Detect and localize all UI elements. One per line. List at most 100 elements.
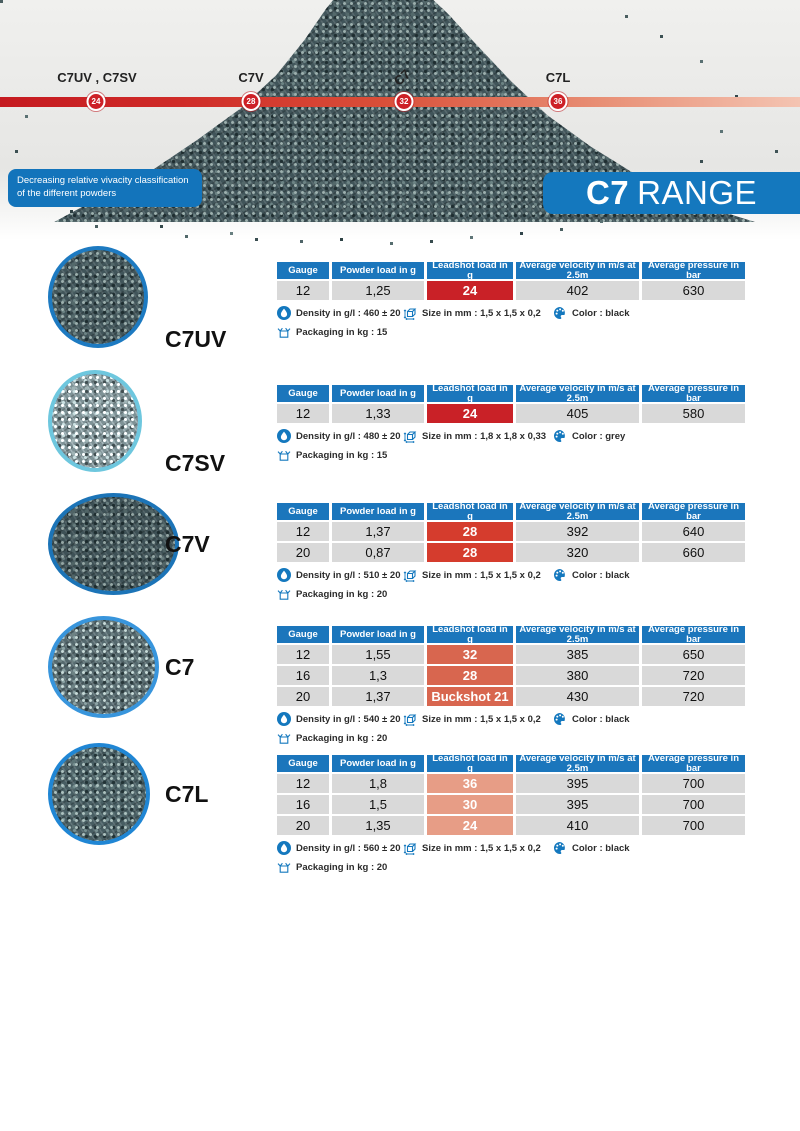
- density-icon: [277, 841, 291, 855]
- packaging-text: Packaging in kg : 20: [296, 861, 388, 873]
- data-cell: 12: [277, 281, 329, 300]
- vivacity-note-line1: Decreasing relative vivacity classificat…: [17, 175, 189, 186]
- size-icon: [403, 714, 416, 726]
- size-text: Size in mm : 1,5 x 1,5 x 0,2: [422, 569, 541, 581]
- data-cell: 1,55: [332, 645, 424, 664]
- data-cell: 1,37: [332, 522, 424, 541]
- data-cell: 640: [642, 522, 745, 541]
- product-section-c7: C7 Gauge Powder load in g Leadshot load in…: [0, 616, 800, 756]
- leadshot-cell: 28: [427, 543, 513, 562]
- product-name: C7UV: [165, 326, 227, 352]
- size-text: Size in mm : 1,5 x 1,5 x 0,2: [422, 307, 541, 319]
- product-section-c7l: C7L Gauge Powder load in g Leadshot load i…: [0, 743, 800, 883]
- data-cell: 1,8: [332, 774, 424, 793]
- packaging-text: Packaging in kg : 20: [296, 732, 388, 744]
- data-cell: 580: [642, 404, 745, 423]
- spec-details: Density in g/l : 540 ± 20 Size in mm : 1…: [277, 712, 747, 726]
- data-cell: 650: [642, 645, 745, 664]
- leadshot-cell: 24: [427, 404, 513, 423]
- column-header: Leadshot load in g: [427, 501, 513, 521]
- size-text: Size in mm : 1,5 x 1,5 x 0,2: [422, 713, 541, 725]
- column-header: Gauge: [277, 755, 329, 772]
- data-cell: 20: [277, 543, 329, 562]
- leadshot-cell: 24: [427, 816, 513, 835]
- column-header: Powder load in g: [332, 385, 424, 402]
- product-photo: [48, 743, 150, 845]
- size-text: Size in mm : 1,5 x 1,5 x 0,2: [422, 842, 541, 854]
- density-icon: [277, 568, 291, 582]
- color-icon: [554, 430, 565, 442]
- data-cell: 395: [516, 774, 639, 793]
- data-cell: 0,87: [332, 543, 424, 562]
- data-cell: 720: [642, 687, 745, 706]
- density-text: Density in g/l : 540 ± 20: [296, 713, 401, 725]
- vivacity-note-line2: of the different powders: [17, 187, 117, 199]
- packaging-row: Packaging in kg : 20: [277, 587, 747, 601]
- data-cell: 630: [642, 281, 745, 300]
- packaging-text: Packaging in kg : 15: [296, 326, 388, 338]
- range-banner: C7 RANGE: [543, 172, 800, 214]
- packaging-row: Packaging in kg : 15: [277, 448, 747, 462]
- packaging-row: Packaging in kg : 15: [277, 325, 747, 339]
- data-cell: 660: [642, 543, 745, 562]
- data-cell: 16: [277, 795, 329, 814]
- product-photo: [48, 493, 179, 595]
- data-cell: 430: [516, 687, 639, 706]
- scale-label-c7v: C7V: [238, 70, 264, 85]
- spec-details: Density in g/l : 510 ± 20 Size in mm : 1…: [277, 568, 747, 582]
- scale-marker-32: 32: [394, 92, 414, 111]
- product-photo: [48, 616, 159, 718]
- vivacity-note: Decreasing relative vivacity classificat…: [8, 169, 202, 207]
- density-text: Density in g/l : 510 ± 20: [296, 569, 401, 581]
- column-header: Average velocity in m/s at 2.5m: [516, 383, 639, 403]
- spec-details: Density in g/l : 480 ± 20 Size in mm : 1…: [277, 429, 747, 443]
- column-header: Average pressure in bar: [642, 501, 745, 521]
- column-header: Average velocity in m/s at 2.5m: [516, 624, 639, 644]
- packaging-row: Packaging in kg : 20: [277, 860, 747, 874]
- color-icon: [554, 307, 565, 319]
- column-header: Powder load in g: [332, 503, 424, 520]
- data-cell: 1,35: [332, 816, 424, 835]
- color-icon: [554, 569, 565, 581]
- column-header: Powder load in g: [332, 626, 424, 643]
- product-name: C7V: [165, 531, 210, 557]
- range-banner-regular: RANGE: [637, 174, 758, 211]
- color-icon: [554, 713, 565, 725]
- column-header: Powder load in g: [332, 262, 424, 279]
- data-cell: 12: [277, 404, 329, 423]
- range-banner-bold: C7: [585, 174, 630, 211]
- packaging-icon: [277, 327, 291, 338]
- density-text: Density in g/l : 460 ± 20: [296, 307, 401, 319]
- density-icon: [277, 712, 291, 726]
- color-text: Color : black: [572, 713, 630, 725]
- column-header: Average pressure in bar: [642, 624, 745, 644]
- leadshot-cell: 28: [427, 522, 513, 541]
- scale-label-c7uv-c7sv: C7UV , C7SV: [57, 70, 137, 85]
- data-cell: 402: [516, 281, 639, 300]
- data-cell: 410: [516, 816, 639, 835]
- data-cell: 1,37: [332, 687, 424, 706]
- packaging-icon: [277, 589, 291, 600]
- data-cell: 20: [277, 816, 329, 835]
- packaging-icon: [277, 450, 291, 461]
- size-text: Size in mm : 1,8 x 1,8 x 0,33: [422, 430, 547, 442]
- leadshot-cell: 30: [427, 795, 513, 814]
- data-cell: 700: [642, 795, 745, 814]
- spec-details: Density in g/l : 560 ± 20 Size in mm : 1…: [277, 841, 747, 855]
- density-icon: [277, 306, 291, 320]
- column-header: Leadshot load in g: [427, 383, 513, 403]
- leadshot-cell: Buckshot 21: [427, 687, 513, 706]
- product-name: C7L: [165, 781, 209, 807]
- column-header: Average velocity in m/s at 2.5m: [516, 501, 639, 521]
- column-header: Gauge: [277, 385, 329, 402]
- data-cell: 700: [642, 816, 745, 835]
- color-text: Color : grey: [572, 430, 626, 442]
- product-name: C7: [165, 654, 195, 680]
- column-header: Average velocity in m/s at 2.5m: [516, 753, 639, 773]
